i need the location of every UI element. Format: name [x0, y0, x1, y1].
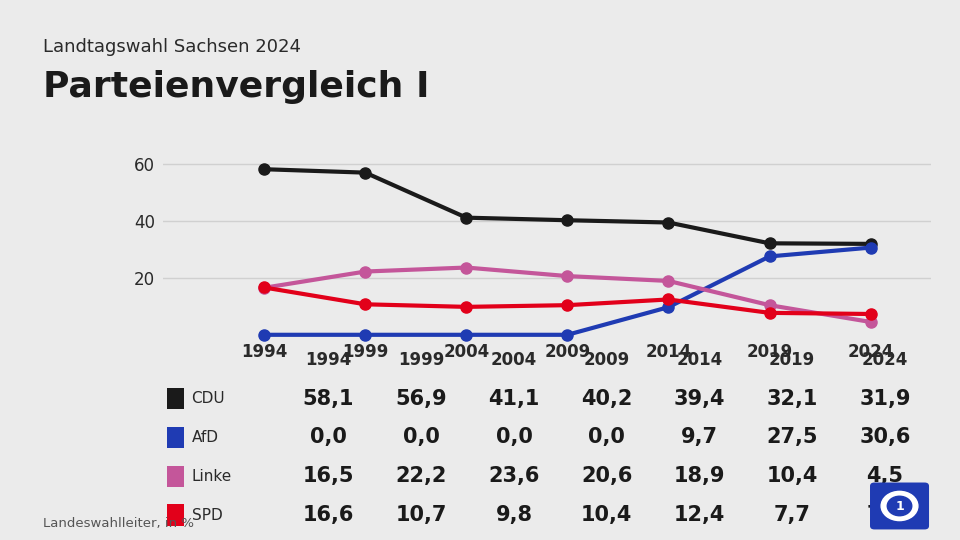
Text: Landtagswahl Sachsen 2024: Landtagswahl Sachsen 2024	[43, 38, 301, 56]
Text: 2024: 2024	[862, 350, 908, 369]
Text: 10,4: 10,4	[581, 505, 633, 525]
Bar	[167, 465, 184, 487]
Text: 20,6: 20,6	[581, 466, 633, 487]
Text: 2014: 2014	[676, 350, 723, 369]
Text: 18,9: 18,9	[674, 466, 725, 487]
Text: 10,4: 10,4	[766, 466, 818, 487]
Bar	[167, 427, 184, 448]
Text: 0,0: 0,0	[588, 427, 625, 448]
Text: 40,2: 40,2	[581, 388, 633, 409]
Text: 0,0: 0,0	[495, 427, 533, 448]
Text: 16,6: 16,6	[303, 505, 354, 525]
Text: 58,1: 58,1	[302, 388, 354, 409]
Circle shape	[881, 491, 918, 521]
Text: CDU: CDU	[192, 391, 226, 406]
Bar	[167, 504, 184, 526]
Text: 7,7: 7,7	[774, 505, 810, 525]
Text: 2019: 2019	[769, 350, 815, 369]
Text: 0,0: 0,0	[310, 427, 347, 448]
Text: 39,4: 39,4	[674, 388, 725, 409]
Text: 9,7: 9,7	[681, 427, 718, 448]
Text: 41,1: 41,1	[489, 388, 540, 409]
Text: Parteienvergleich I: Parteienvergleich I	[43, 70, 430, 104]
Text: 1: 1	[895, 501, 904, 514]
Text: 1999: 1999	[398, 350, 444, 369]
Text: 2004: 2004	[491, 350, 538, 369]
Text: Linke: Linke	[192, 469, 232, 484]
Text: 9,8: 9,8	[495, 505, 533, 525]
Text: 56,9: 56,9	[396, 388, 447, 409]
Text: 7,3: 7,3	[867, 505, 903, 525]
Text: 16,5: 16,5	[302, 466, 354, 487]
Text: Landeswahlleiter, in %: Landeswahlleiter, in %	[43, 516, 194, 530]
Bar	[167, 388, 184, 409]
Text: 23,6: 23,6	[489, 466, 540, 487]
Circle shape	[887, 496, 912, 516]
Text: 31,9: 31,9	[859, 388, 911, 409]
Text: 12,4: 12,4	[674, 505, 725, 525]
Text: 4,5: 4,5	[866, 466, 903, 487]
Text: AfD: AfD	[192, 430, 219, 445]
Text: 32,1: 32,1	[766, 388, 818, 409]
Text: SPD: SPD	[192, 508, 223, 523]
Text: 27,5: 27,5	[766, 427, 818, 448]
Text: 30,6: 30,6	[859, 427, 910, 448]
Text: 22,2: 22,2	[396, 466, 447, 487]
Text: 0,0: 0,0	[403, 427, 440, 448]
FancyBboxPatch shape	[870, 483, 929, 529]
Text: 2009: 2009	[584, 350, 630, 369]
Text: 1994: 1994	[305, 350, 351, 369]
Text: 10,7: 10,7	[396, 505, 447, 525]
